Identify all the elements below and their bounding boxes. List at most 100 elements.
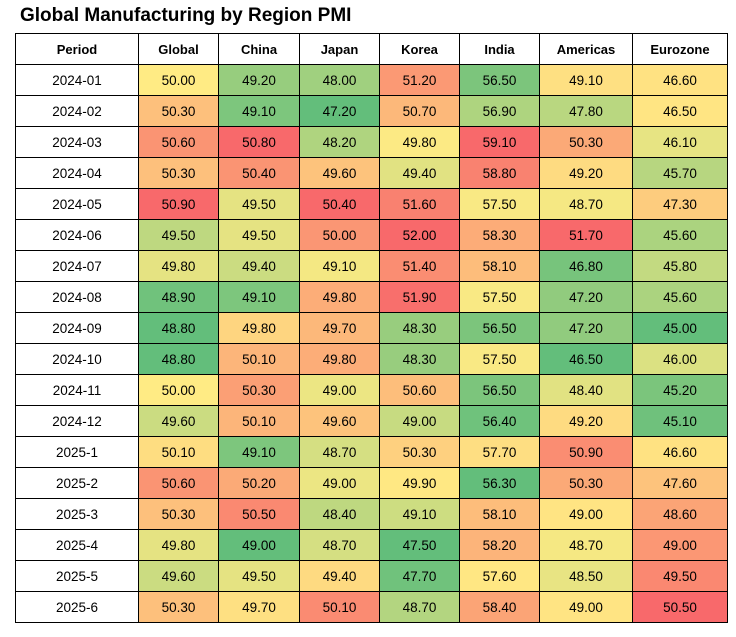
pmi-cell-japan: 50.40 <box>299 188 380 220</box>
column-header-japan: Japan <box>299 33 380 65</box>
pmi-cell-korea: 52.00 <box>379 219 460 251</box>
pmi-cell-china: 49.50 <box>218 219 300 251</box>
pmi-cell-eurozone: 45.60 <box>632 219 728 251</box>
pmi-cell-korea: 51.40 <box>379 250 460 282</box>
pmi-cell-japan: 47.20 <box>299 95 380 127</box>
pmi-cell-china: 49.50 <box>218 560 300 592</box>
pmi-cell-korea: 48.30 <box>379 343 460 375</box>
pmi-cell-eurozone: 45.60 <box>632 281 728 313</box>
table-row: 2024-01 50.00 49.20 48.00 51.20 56.50 49.10 46.… <box>15 64 728 96</box>
pmi-cell-india: 56.50 <box>459 64 540 96</box>
pmi-cell-americas: 49.00 <box>539 498 633 530</box>
pmi-cell-japan: 48.70 <box>299 436 380 468</box>
pmi-cell-eurozone: 49.00 <box>632 529 728 561</box>
pmi-cell-korea: 49.00 <box>379 405 460 437</box>
pmi-cell-global: 48.80 <box>138 343 219 375</box>
pmi-cell-global: 50.90 <box>138 188 219 220</box>
column-header-eurozone: Eurozone <box>632 33 728 65</box>
table-row: 2024-02 50.30 49.10 47.20 50.70 56.90 47.80 46.… <box>15 95 728 127</box>
pmi-cell-china: 50.80 <box>218 126 300 158</box>
pmi-cell-eurozone: 46.50 <box>632 95 728 127</box>
table-row: 2025-4 49.80 49.00 48.70 47.50 58.20 48.70 49.0… <box>15 529 728 561</box>
pmi-cell-eurozone: 45.20 <box>632 374 728 406</box>
pmi-cell-americas: 50.30 <box>539 467 633 499</box>
table-row: 2024-06 49.50 49.50 50.00 52.00 58.30 51.70 45.… <box>15 219 728 251</box>
pmi-cell-china: 50.30 <box>218 374 300 406</box>
pmi-cell-korea: 50.30 <box>379 436 460 468</box>
pmi-cell-eurozone: 48.60 <box>632 498 728 530</box>
table-row: 2024-08 48.90 49.10 49.80 51.90 57.50 47.20 45.… <box>15 281 728 313</box>
period-cell: 2024-05 <box>15 188 139 220</box>
period-cell: 2024-08 <box>15 281 139 313</box>
pmi-cell-japan: 49.80 <box>299 343 380 375</box>
pmi-cell-korea: 49.40 <box>379 157 460 189</box>
pmi-cell-china: 49.40 <box>218 250 300 282</box>
column-header-period: Period <box>15 33 139 65</box>
pmi-cell-eurozone: 47.60 <box>632 467 728 499</box>
pmi-cell-korea: 51.90 <box>379 281 460 313</box>
pmi-cell-japan: 48.00 <box>299 64 380 96</box>
pmi-cell-japan: 49.80 <box>299 281 380 313</box>
pmi-cell-global: 50.00 <box>138 64 219 96</box>
column-header-global: Global <box>138 33 219 65</box>
table-row: 2024-09 48.80 49.80 49.70 48.30 56.50 47.20 45.… <box>15 312 728 344</box>
column-header-india: India <box>459 33 540 65</box>
pmi-cell-eurozone: 46.10 <box>632 126 728 158</box>
chart-title: Global Manufacturing by Region PMI <box>20 5 352 26</box>
table-row: 2024-11 50.00 50.30 49.00 50.60 56.50 48.40 45.… <box>15 374 728 406</box>
pmi-cell-japan: 50.10 <box>299 591 380 623</box>
pmi-cell-americas: 48.70 <box>539 188 633 220</box>
pmi-cell-eurozone: 46.60 <box>632 436 728 468</box>
period-cell: 2025-2 <box>15 467 139 499</box>
pmi-cell-americas: 46.80 <box>539 250 633 282</box>
pmi-cell-americas: 47.80 <box>539 95 633 127</box>
pmi-cell-americas: 48.50 <box>539 560 633 592</box>
pmi-cell-eurozone: 46.00 <box>632 343 728 375</box>
pmi-cell-americas: 48.40 <box>539 374 633 406</box>
pmi-cell-americas: 51.70 <box>539 219 633 251</box>
pmi-cell-india: 57.50 <box>459 188 540 220</box>
pmi-cell-global: 49.80 <box>138 529 219 561</box>
table-row: 2024-03 50.60 50.80 48.20 49.80 59.10 50.30 46.… <box>15 126 728 158</box>
pmi-cell-eurozone: 46.60 <box>632 64 728 96</box>
pmi-cell-global: 50.30 <box>138 157 219 189</box>
pmi-cell-americas: 49.20 <box>539 157 633 189</box>
pmi-cell-japan: 50.00 <box>299 219 380 251</box>
pmi-cell-global: 49.60 <box>138 560 219 592</box>
period-cell: 2024-11 <box>15 374 139 406</box>
period-cell: 2024-07 <box>15 250 139 282</box>
pmi-cell-japan: 49.00 <box>299 467 380 499</box>
pmi-cell-korea: 49.80 <box>379 126 460 158</box>
pmi-cell-china: 49.80 <box>218 312 300 344</box>
pmi-cell-korea: 47.70 <box>379 560 460 592</box>
pmi-cell-korea: 49.90 <box>379 467 460 499</box>
pmi-cell-china: 49.10 <box>218 95 300 127</box>
pmi-cell-china: 49.50 <box>218 188 300 220</box>
period-cell: 2024-06 <box>15 219 139 251</box>
pmi-cell-americas: 49.20 <box>539 405 633 437</box>
column-header-korea: Korea <box>379 33 460 65</box>
pmi-cell-china: 50.50 <box>218 498 300 530</box>
pmi-cell-global: 50.60 <box>138 126 219 158</box>
period-cell: 2024-10 <box>15 343 139 375</box>
pmi-cell-global: 48.90 <box>138 281 219 313</box>
pmi-cell-india: 57.70 <box>459 436 540 468</box>
pmi-cell-korea: 47.50 <box>379 529 460 561</box>
pmi-cell-japan: 49.10 <box>299 250 380 282</box>
table-body: 2024-01 50.00 49.20 48.00 51.20 56.50 49.10 46.… <box>15 64 728 623</box>
period-cell: 2024-12 <box>15 405 139 437</box>
pmi-cell-eurozone: 49.50 <box>632 560 728 592</box>
pmi-cell-india: 57.50 <box>459 281 540 313</box>
pmi-cell-india: 57.60 <box>459 560 540 592</box>
pmi-cell-japan: 48.70 <box>299 529 380 561</box>
pmi-cell-korea: 49.10 <box>379 498 460 530</box>
pmi-cell-japan: 49.00 <box>299 374 380 406</box>
pmi-cell-americas: 47.20 <box>539 312 633 344</box>
pmi-cell-eurozone: 47.30 <box>632 188 728 220</box>
pmi-cell-americas: 46.50 <box>539 343 633 375</box>
pmi-cell-global: 50.00 <box>138 374 219 406</box>
pmi-cell-korea: 50.60 <box>379 374 460 406</box>
period-cell: 2024-01 <box>15 64 139 96</box>
pmi-cell-india: 56.90 <box>459 95 540 127</box>
pmi-cell-global: 50.30 <box>138 498 219 530</box>
